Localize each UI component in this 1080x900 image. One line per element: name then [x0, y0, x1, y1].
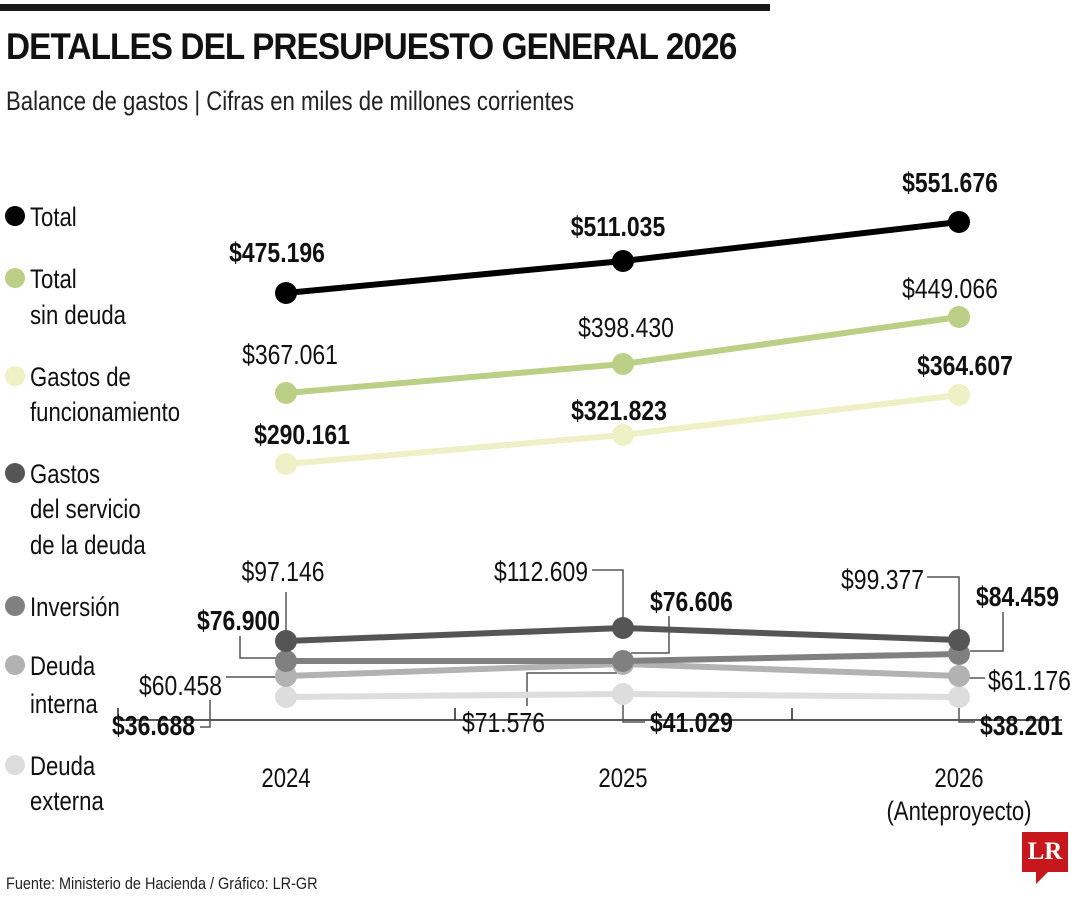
legend-label: Total: [30, 265, 77, 295]
data-label: $449.066: [902, 274, 998, 305]
data-point: [612, 650, 634, 672]
data-point: [275, 282, 297, 304]
data-label: $364.607: [917, 351, 1013, 382]
leader-line: [239, 636, 282, 659]
chart-title: DETALLES DEL PRESUPUESTO GENERAL 2026: [6, 26, 737, 67]
data-point: [948, 665, 970, 687]
leader-line: [200, 700, 211, 728]
data-label: $38.201: [980, 711, 1063, 742]
data-point: [948, 629, 970, 651]
data-label: $71.576: [462, 708, 545, 739]
data-label: $99.377: [841, 565, 924, 596]
data-point: [612, 353, 634, 375]
chart-subtitle: Balance de gastos | Cifras en miles de m…: [6, 86, 575, 116]
data-point: [948, 686, 970, 708]
data-label: $60.458: [139, 671, 222, 702]
leader-line: [970, 612, 1004, 652]
data-label: $36.688: [112, 711, 195, 742]
lr-logo: LR: [1022, 832, 1068, 884]
data-label: $112.609: [494, 557, 588, 588]
data-point: [275, 630, 297, 652]
legend-label: interna: [30, 690, 98, 720]
data-point: [948, 384, 970, 406]
legend-label: externa: [30, 787, 104, 817]
leader-line: [526, 672, 617, 706]
data-point: [275, 650, 297, 672]
data-point: [612, 617, 634, 639]
data-label: $97.146: [242, 557, 325, 588]
x-tick-label: 2026: [934, 764, 983, 794]
data-label: $367.061: [242, 340, 338, 371]
legend-marker: [5, 655, 25, 675]
data-label: $84.459: [976, 582, 1059, 613]
leader-line: [958, 702, 975, 723]
leader-line: [592, 569, 624, 618]
legend-marker: [5, 755, 25, 775]
legend-marker: [5, 463, 25, 483]
legend-marker: [5, 206, 25, 226]
data-point: [612, 683, 634, 705]
legend-label: Gastos de: [30, 363, 131, 393]
legend-label: Total: [30, 203, 77, 233]
data-point: [275, 686, 297, 708]
data-label: $76.606: [650, 587, 733, 618]
top-rule: [0, 4, 770, 11]
data-point: [275, 382, 297, 404]
legend-marker: [5, 366, 25, 386]
data-point: [612, 424, 634, 446]
data-label: $551.676: [902, 168, 998, 199]
legend-marker: [5, 268, 25, 288]
data-label: $76.900: [197, 606, 280, 637]
x-tick-label: 2024: [261, 764, 310, 794]
data-label: $321.823: [571, 396, 667, 427]
data-label: $475.196: [229, 238, 325, 269]
data-point: [948, 211, 970, 233]
legend-label: del servicio: [30, 495, 141, 525]
legend-label: Deuda: [30, 652, 95, 682]
data-label: $398.430: [578, 313, 674, 344]
leader-line: [622, 700, 645, 723]
data-point: [948, 306, 970, 328]
legend-label: Deuda: [30, 752, 95, 782]
legend-label: de la deuda: [30, 531, 146, 561]
legend-label: sin deuda: [30, 301, 126, 331]
data-point: [275, 453, 297, 475]
legend-label: Inversión: [30, 593, 120, 623]
data-label: $290.161: [254, 420, 350, 451]
data-label: $41.029: [650, 708, 733, 739]
data-label: $511.035: [571, 212, 665, 243]
data-label: $61.176: [988, 666, 1071, 697]
legend-label: Gastos: [30, 460, 100, 490]
leader-line: [927, 576, 960, 630]
source-note: Fuente: Ministerio de Hacienda / Gráfico…: [6, 874, 318, 893]
data-point: [612, 250, 634, 272]
legend-label: funcionamiento: [30, 398, 180, 428]
x-tick-label: 2025: [598, 764, 647, 794]
x-tick-note: (Anteproyecto): [886, 797, 1031, 827]
legend-marker: [5, 596, 25, 616]
leader-line: [631, 616, 670, 654]
